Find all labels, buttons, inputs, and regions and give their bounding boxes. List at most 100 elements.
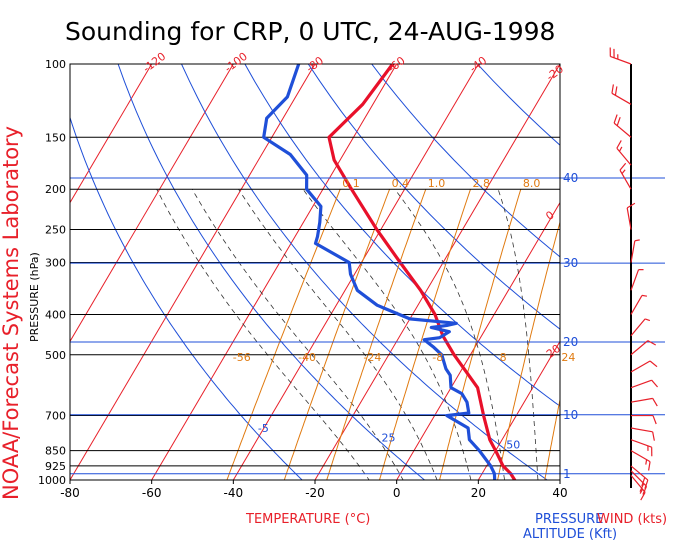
wind-barb-flag — [616, 116, 621, 126]
mixing-ratio-line — [226, 189, 341, 480]
altitude-tick-label: 40 — [563, 171, 578, 185]
wind-barb-staff — [611, 92, 632, 105]
wind-barb-flag — [647, 340, 656, 346]
dry-adiabat — [181, 64, 548, 480]
wind-barb — [630, 465, 649, 489]
pressure-right-label: PRESSURE — [535, 512, 603, 527]
dewpoint-trace — [262, 64, 497, 480]
isotherm-line — [559, 479, 560, 480]
dry-adiabat — [371, 64, 560, 258]
mixing-ratio-line — [544, 397, 560, 480]
mixing-temp-label: 24 — [561, 351, 575, 364]
temperature-tick-label: 0 — [393, 486, 401, 500]
moist-adiabat — [156, 189, 370, 480]
wind-barb — [611, 84, 632, 105]
wind-layer — [609, 47, 659, 501]
wind-barb-flag — [640, 491, 646, 501]
altitude-tick-label: 1 — [563, 467, 571, 481]
isotherm-label: -120 — [140, 50, 168, 75]
wind-barb — [631, 414, 657, 425]
wind-barb-staff — [630, 360, 651, 373]
wind-barb — [630, 439, 653, 457]
wind-barb-flag — [641, 477, 646, 487]
wind-barb-flag — [649, 360, 658, 368]
wind-barb-flag — [652, 431, 655, 441]
moist-adiabat — [238, 188, 438, 480]
mixing-ratio-label: 0.4 — [392, 177, 410, 190]
wind-barb — [630, 294, 648, 315]
y-axis-label: PRESSURE (hPa) — [28, 252, 41, 342]
chart-title: Sounding for CRP, 0 UTC, 24-AUG-1998 — [65, 17, 555, 46]
isotherm-label: -60 — [385, 54, 407, 75]
isotherm-label: -100 — [222, 50, 250, 75]
altitude-axis-label: ALTITUDE (Kft) — [523, 527, 617, 542]
wind-barb — [616, 140, 632, 166]
isotherm-label: -80 — [304, 54, 326, 75]
mixing-ratio-line — [378, 189, 471, 480]
wind-barb-flag — [651, 379, 659, 388]
isotherm-line — [70, 64, 153, 204]
isotherm-line — [151, 64, 398, 480]
wind-barb-flag — [613, 114, 618, 124]
wind-barb — [609, 47, 632, 65]
pressure-tick-label: 150 — [45, 131, 66, 144]
series-layer — [262, 64, 517, 480]
temperature-tick-label: 20 — [471, 486, 486, 500]
mixing-ratio-label: 8.0 — [523, 177, 541, 190]
wind-barb — [630, 427, 655, 441]
isotherm-line — [70, 64, 316, 480]
pressure-tick-label: 500 — [45, 349, 66, 362]
mixing-temp-label: -56 — [233, 351, 251, 364]
grid-layer — [70, 64, 560, 480]
wind-barb-staff — [613, 122, 632, 138]
wind-barb-half — [641, 294, 648, 297]
mixing-ratio-label: 2.8 — [472, 177, 490, 190]
isotherm-label: -20 — [544, 62, 566, 83]
dry-adiabat — [307, 64, 560, 330]
wind-barb — [630, 268, 644, 291]
wind-barb-flag — [642, 486, 648, 495]
temperature-tick-label: -80 — [60, 486, 80, 500]
wind-barb — [613, 114, 632, 138]
wind-barb-half — [645, 459, 648, 465]
wind-barb-staff — [630, 240, 636, 263]
moist-adiabat — [191, 189, 404, 480]
wind-barb-half — [644, 318, 651, 322]
dry-adiabat — [244, 64, 560, 407]
wind-barb-flag — [644, 479, 649, 489]
pressure-tick-label: 300 — [45, 256, 66, 269]
isotherm-line — [232, 64, 479, 480]
isotherm-label: -40 — [467, 54, 489, 75]
mixing-temp-label: -24 — [363, 351, 381, 364]
mixing-temp-label: 8 — [500, 351, 507, 364]
pressure-tick-label: 400 — [45, 308, 66, 321]
wind-barb — [630, 340, 656, 356]
wind-barb-flag — [639, 483, 645, 492]
wind-barb-staff — [630, 450, 651, 463]
isotherm-line — [396, 201, 560, 480]
temperature-tick-label: -40 — [224, 486, 244, 500]
wind-barb — [630, 450, 651, 471]
temperature-tick-label: -60 — [142, 486, 162, 500]
wind-barb — [630, 239, 640, 263]
wind-barb-half — [621, 169, 626, 175]
wind-barb-staff — [626, 207, 632, 230]
altitude-tick-label: 20 — [563, 335, 578, 349]
wind-barb-flag — [652, 398, 658, 407]
wind-barb — [619, 162, 632, 190]
wind-barb-staff — [610, 55, 632, 65]
wind-barb-flag — [619, 162, 627, 171]
wind-barb-staff — [630, 318, 646, 337]
altitude-tick-label: 10 — [563, 408, 578, 422]
wind-barb-staff — [619, 169, 632, 190]
wind-barb-staff — [630, 427, 653, 433]
wind-barb-half — [639, 488, 644, 494]
mixing-temp-label: -40 — [298, 351, 316, 364]
wind-barb-flag — [611, 84, 614, 94]
wind-barb-staff — [630, 340, 649, 356]
moist-adiabat — [497, 189, 539, 480]
wind-barb-flag — [652, 415, 657, 425]
temperature-tick-label: 40 — [552, 486, 567, 500]
wind-barb — [630, 360, 658, 373]
